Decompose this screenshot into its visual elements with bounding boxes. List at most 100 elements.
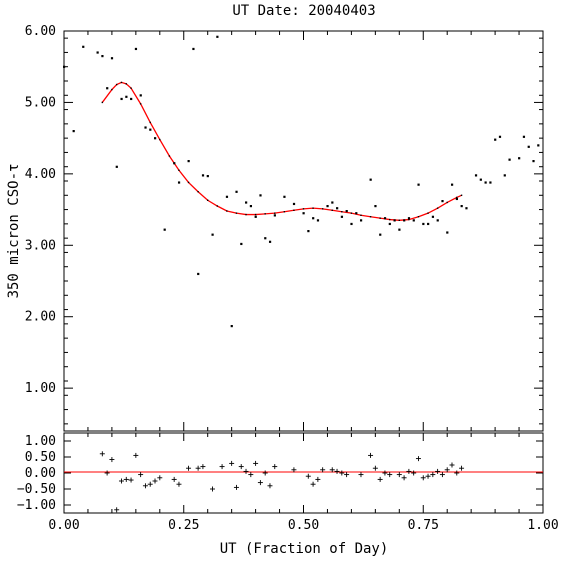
- residual-point: [253, 460, 259, 466]
- fit-marker: [379, 217, 381, 219]
- residual-point: [411, 470, 417, 476]
- tau-point: [230, 325, 233, 328]
- main-panel-frame: [63, 30, 544, 432]
- residual-point: [368, 452, 374, 458]
- tau-point: [130, 97, 133, 101]
- residual-panel-ticks: [63, 433, 544, 513]
- fit-marker: [254, 213, 257, 216]
- residual-point: [109, 457, 115, 463]
- res-y-tick-label: 0.50: [25, 450, 56, 465]
- tau-point: [206, 175, 209, 178]
- fit-marker: [120, 81, 123, 84]
- tau-point: [503, 174, 506, 177]
- residual-point: [262, 470, 268, 476]
- fit-marker: [331, 209, 333, 211]
- residual-point: [444, 467, 450, 473]
- fit-marker: [302, 208, 305, 210]
- fit-marker: [197, 191, 199, 193]
- fit-marker: [111, 88, 113, 91]
- tau-point: [537, 144, 540, 147]
- tau-point: [96, 51, 99, 54]
- fit-marker: [115, 83, 118, 86]
- tau-point: [398, 228, 401, 231]
- fit-marker: [312, 207, 314, 209]
- tau-point: [115, 165, 118, 168]
- residual-point: [257, 480, 263, 486]
- residual-point: [118, 478, 124, 484]
- fit-marker: [216, 205, 218, 207]
- tau-point: [101, 55, 104, 58]
- residual-point: [382, 470, 388, 476]
- fit-marker: [293, 209, 295, 211]
- residual-point: [430, 472, 436, 478]
- fit-marker: [101, 101, 104, 104]
- tau-point: [134, 47, 138, 51]
- tau-point: [345, 210, 348, 213]
- tau-point: [460, 205, 463, 208]
- tau-point: [273, 214, 276, 217]
- tau-point: [355, 212, 358, 215]
- residual-point: [157, 475, 163, 481]
- residual-point: [171, 476, 177, 482]
- tau-point: [149, 128, 152, 131]
- main-panel: 1.00 2.00 3.00 4.00 5.00 6.00 350 micron CSO-…: [6, 24, 544, 432]
- tau-point: [484, 181, 487, 184]
- y-tick-label: 1.00: [25, 381, 56, 396]
- residual-point: [147, 481, 153, 487]
- fit-marker: [139, 103, 142, 105]
- residual-point: [233, 484, 239, 490]
- tau-point: [106, 87, 109, 90]
- tau-point: [292, 202, 296, 206]
- residual-point: [138, 472, 144, 478]
- fit-marker: [125, 83, 127, 85]
- residual-point: [248, 472, 254, 478]
- tau-point: [508, 158, 511, 161]
- tau-points: [63, 35, 540, 328]
- y-tick-label: 6.00: [25, 24, 56, 39]
- res-y-tick-label: 1.00: [25, 434, 56, 449]
- residual-point: [272, 464, 278, 470]
- residual-panel: 1.000.500.00−0.50−1.00: [17, 432, 544, 514]
- tau-point: [216, 35, 219, 38]
- tau-point: [177, 181, 181, 184]
- y-tick-label: 5.00: [25, 95, 56, 110]
- residual-point: [152, 478, 158, 484]
- tau-point: [527, 145, 530, 148]
- x-tick-label: 0.25: [168, 518, 199, 533]
- tau-point: [489, 181, 492, 184]
- res-y-tick-label: −1.00: [17, 498, 56, 513]
- residual-point: [291, 467, 297, 473]
- fit-marker: [178, 169, 180, 171]
- fit-marker: [460, 194, 463, 196]
- residual-point: [334, 468, 340, 474]
- residual-point: [310, 481, 316, 487]
- tau-point: [139, 94, 142, 97]
- residual-point: [186, 465, 192, 471]
- residual-point: [425, 473, 431, 479]
- main-panel-y-tick-labels: 1.00 2.00 3.00 4.00 5.00 6.00: [25, 24, 56, 396]
- residual-point: [439, 472, 445, 478]
- tau-point: [494, 138, 497, 141]
- chart-title: UT Date: 20040403: [232, 3, 375, 19]
- main-panel-ticks: [63, 30, 544, 431]
- tau-point: [163, 228, 166, 231]
- tau-point: [312, 217, 315, 220]
- tau-point: [431, 215, 435, 218]
- fit-marker: [264, 213, 266, 215]
- tau-point: [316, 219, 320, 222]
- tau-point: [369, 178, 372, 181]
- residual-panel-y-tick-labels: 1.000.500.00−0.50−1.00: [17, 434, 56, 513]
- residual-point: [305, 473, 311, 479]
- y-tick-label: 4.00: [25, 167, 56, 182]
- fit-curve: [101, 81, 462, 221]
- tau-point: [412, 219, 415, 222]
- fit-marker: [456, 196, 458, 199]
- fit-marker: [226, 210, 228, 212]
- tau-point: [403, 219, 406, 222]
- residual-point: [238, 464, 244, 470]
- tau-point: [350, 222, 353, 226]
- tau-point: [450, 183, 454, 186]
- tau-point: [302, 212, 305, 215]
- res-y-tick-label: −0.50: [17, 482, 56, 497]
